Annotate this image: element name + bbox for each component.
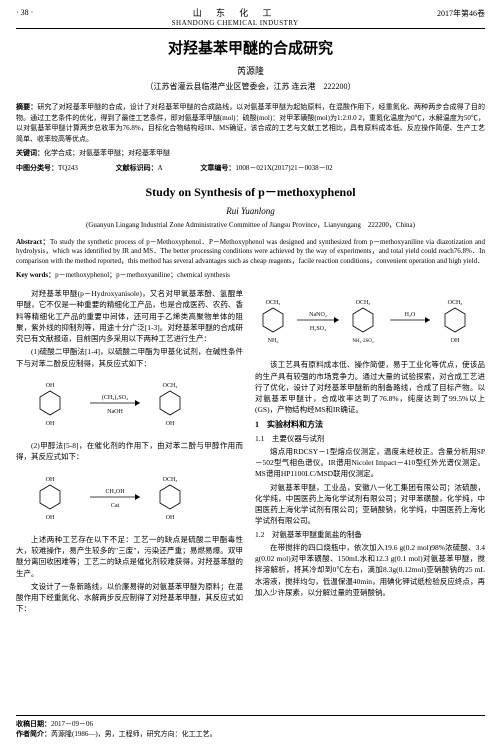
abstract-cn-label: 摘要：	[16, 103, 37, 111]
title-english: Study on Synthesis of p－methoxyphenol	[16, 183, 485, 200]
keywords-chinese: 关键词：化学合成；对氨基苯甲醚；对羟基苯甲醚	[16, 148, 485, 159]
reaction-scheme-2: OH OH CH₃OH Cat OCH₃ OH	[16, 467, 243, 530]
received-date: 2017－09－06	[51, 720, 93, 728]
title-chinese: 对羟基苯甲醚的合成研究	[16, 37, 485, 58]
doc-code-label: 文献标识码：	[116, 164, 158, 172]
article-id-label: 文章编号：	[200, 164, 235, 172]
r2-cat: Cat	[110, 503, 119, 509]
abstract-cn-text: 研究了对羟基苯甲醚的合成，设计了对羟基苯甲醚的合成路线，以对氨基苯甲醚为起始原料…	[16, 103, 485, 143]
r2-reagent: CH₃OH	[105, 489, 125, 495]
footer: 收稿日期：2017－09－06 作者简介：芮源隆(1986—)，男，工程师，研究…	[16, 715, 485, 739]
reaction-scheme-3: OCH₃ NH₂ NaNO₂ H₂SO₄ OCH₃ NH₂·2SO₄	[255, 292, 485, 355]
article-id-val: 1008－021X(2017)21－0038－02	[235, 164, 332, 172]
two-column-body: 对羟基苯甲醚(p－Hydroxyanisole)，又名对甲氧基苯酚、氢醌单甲醚，…	[16, 288, 485, 617]
author-english: Rui Yuanlong	[16, 206, 485, 216]
c1-p4: 上述两种工艺存在以下不足：工艺一的缺点是硫酸二甲酯毒性大，较难操作，易产生较多的…	[16, 534, 243, 579]
classification-line: 中图分类号：TQ243 文献标识码：A 文章编号：1008－021X(2017)…	[16, 163, 485, 173]
abstract-chinese: 摘要：研究了对羟基苯甲醚的合成，设计了对羟基苯甲醚的合成路线，以对氨基苯甲醚为起…	[16, 102, 485, 144]
received-label: 收稿日期：	[16, 720, 51, 728]
c2-p3: 对氨基苯甲醚，工业品，安徽八一化工集团有限公司；浓硫酸，化学纯，中国医药上海化学…	[255, 482, 485, 527]
c1-p3: (2)甲醇法[5-8]，在催化剂的作用下，由对苯二酚与甲醇作用而得，其反应式如下…	[16, 440, 243, 463]
svg-text:OCH₃: OCH₃	[266, 300, 281, 306]
abstract-en-text: To study the synthetic process of p－Meth…	[16, 238, 485, 266]
class-label: 中图分类号：	[16, 164, 58, 172]
keywords-cn-text: 化学合成；对氨基苯甲醚；对羟基苯甲醚	[44, 149, 170, 157]
c1-p1: 对羟基苯甲醚(p－Hydroxyanisole)，又名对甲氧基苯酚、氢醌单甲醚，…	[16, 288, 243, 344]
doc-code-val: A	[158, 164, 163, 172]
affiliation-chinese: （江苏省灌云县临港产业区管委会，江苏 连云港 222200）	[16, 81, 485, 92]
svg-text:OH: OH	[45, 383, 54, 389]
keywords-english: Key words：p－methoxyphenol；p－methoxyanili…	[16, 270, 485, 280]
journal-cn: 山 东 化 工	[172, 8, 299, 19]
heading-1-2: 1.2 对氨基苯甲醚重氮盐的制备	[255, 529, 485, 540]
svg-text:OCH₃: OCH₃	[162, 477, 177, 483]
keywords-en-label: Key words：	[16, 271, 55, 279]
class-val: TQ243	[58, 164, 78, 172]
svg-text:OH: OH	[165, 421, 174, 427]
c1-p2: (1)硫酸二甲酯法[1-4]，以硫酸二甲酯为甲基化试剂，在碱性条件下与对苯二酚反…	[16, 346, 243, 369]
svg-text:NH₂·2SO₄: NH₂·2SO₄	[352, 339, 374, 344]
r3-r2: H₂O	[405, 312, 416, 318]
left-column: 对羟基苯甲醚(p－Hydroxyanisole)，又名对甲氧基苯酚、氢醌单甲醚，…	[16, 288, 243, 617]
c1-p5: 文设计了一条新路线，以价廉易得的对氨基苯甲醚为原料；在混酸作用下经重氮化、水解两…	[16, 581, 243, 615]
page-number: · 38 ·	[16, 8, 33, 27]
svg-text:OH: OH	[45, 477, 54, 483]
r1-reagent-b: NaOH	[107, 409, 123, 415]
bio-label: 作者简介：	[16, 730, 51, 738]
c2-p2: 熔点用RDCSY－1型熔点仪测定，温度未经校正。含量分析用SP－502型气相色谱…	[255, 446, 485, 480]
affiliation-english: (Guanyun Lingang Industrial Zone Adminis…	[16, 220, 485, 230]
r3-r1: NaNO₂	[309, 312, 327, 318]
svg-text:OH: OH	[45, 421, 54, 427]
bio-text: 芮源隆(1986—)，男，工程师，研究方向：化工工艺。	[51, 730, 217, 738]
abstract-en-label: Abstract：	[16, 238, 50, 246]
c2-p4: 在带搅拌的四口烧瓶中，依次加入19.6 g(0.2 mol)98%浓硫酸、3.4…	[255, 542, 485, 598]
svg-text:OCH₃: OCH₃	[448, 300, 463, 306]
keywords-cn-label: 关键词：	[16, 149, 44, 157]
journal-en: SHANDONG CHEMICAL INDUSTRY	[172, 19, 299, 27]
page-header: · 38 · 山 东 化 工 SHANDONG CHEMICAL INDUSTR…	[16, 8, 485, 29]
keywords-en-text: p－methoxyphenol；p－methoxyaniline；chemica…	[55, 271, 230, 279]
author-chinese: 芮源隆	[16, 64, 485, 77]
reaction-scheme-1: OH OH (CH₃)₂SO₄ NaOH OCH₃ OH	[16, 373, 243, 436]
abstract-english: Abstract：To study the synthetic process …	[16, 238, 485, 267]
right-column: OCH₃ NH₂ NaNO₂ H₂SO₄ OCH₃ NH₂·2SO₄	[255, 288, 485, 617]
c2-p1: 该工艺具有原料成本低、操作简便，易于工业化等优点，使该品的生产具有较强的市场竞争…	[255, 359, 485, 415]
r3-r1b: H₂SO₄	[310, 326, 326, 332]
r1-reagent: (CH₃)₂SO₄	[101, 394, 127, 401]
svg-text:NH₂: NH₂	[268, 338, 279, 344]
heading-1: 1 实验材料和方法	[255, 419, 485, 431]
journal-title-block: 山 东 化 工 SHANDONG CHEMICAL INDUSTRY	[172, 8, 299, 27]
svg-text:OH: OH	[451, 338, 460, 344]
svg-text:OH: OH	[45, 515, 54, 521]
heading-1-1: 1.1 主要仪器与试剂	[255, 433, 485, 444]
issue-info: 2017年第46卷	[437, 8, 485, 27]
svg-text:OH: OH	[165, 515, 174, 521]
svg-text:OCH₃: OCH₃	[356, 300, 371, 306]
svg-text:OCH₃: OCH₃	[162, 383, 177, 389]
